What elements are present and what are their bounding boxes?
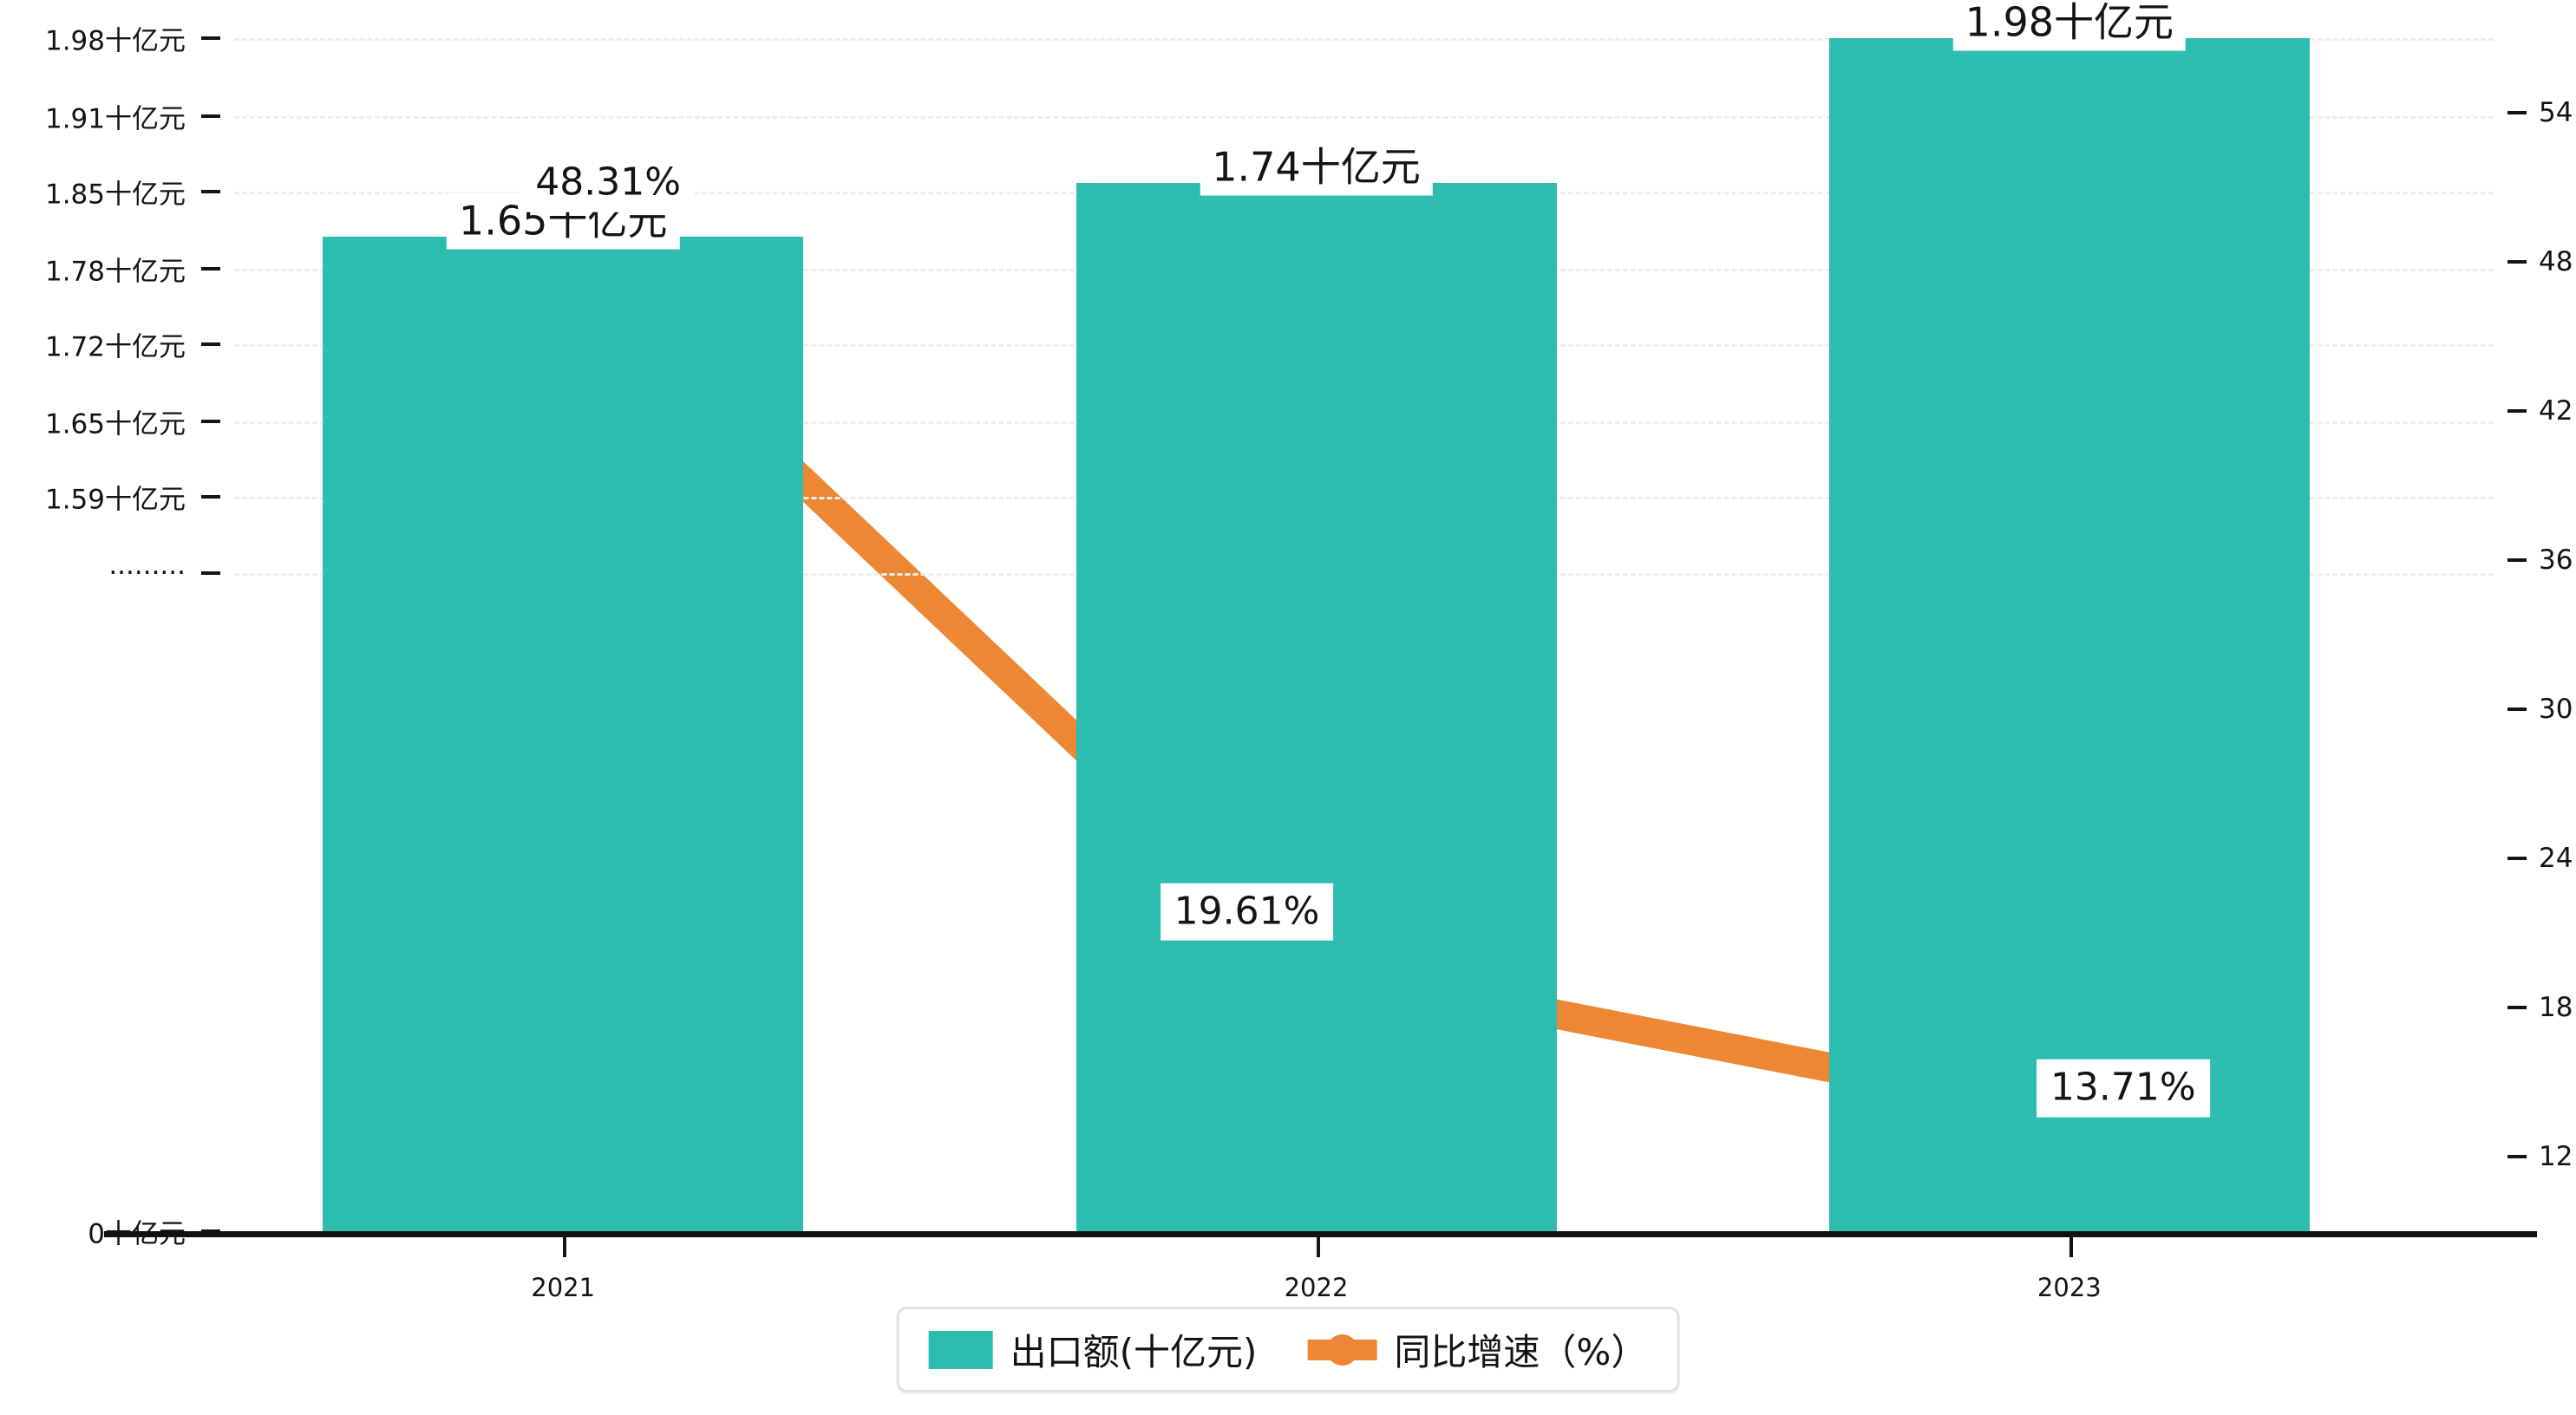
y-axis-left-label: 1.72十亿元 — [44, 331, 186, 363]
y-axis-right-label: 36 — [2539, 544, 2573, 576]
y-axis-left-label: 1.78十亿元 — [44, 256, 186, 288]
gridline — [234, 116, 2494, 119]
legend-label-growth-rate: 同比增速（%） — [1394, 1331, 1648, 1373]
bar[interactable] — [323, 237, 804, 1231]
bar-value-label: 1.74十亿元 — [1200, 139, 1433, 196]
y-axis-right-tick — [2507, 1006, 2527, 1009]
y-axis-right-label: 24 — [2539, 843, 2573, 874]
y-axis-left-tick — [201, 495, 220, 499]
y-axis-left-label: 1.65十亿元 — [44, 408, 186, 440]
y-axis-left-label: 1.85十亿元 — [44, 179, 186, 211]
y-axis-right-label: 18 — [2539, 992, 2573, 1023]
y-axis-left-tick — [201, 36, 220, 40]
y-axis-right-tick — [2507, 708, 2527, 711]
x-axis-tick — [2069, 1235, 2073, 1257]
y-axis-left-tick — [201, 342, 220, 346]
y-axis-right-tick — [2507, 857, 2527, 860]
y-axis-left-label: 1.91十亿元 — [44, 103, 186, 135]
y-axis-right-label: 48 — [2539, 246, 2573, 277]
y-axis-right-tick — [2507, 111, 2527, 114]
y-axis-right-tick — [2507, 409, 2527, 413]
legend-item-export-value[interactable]: 出口额(十亿元) — [928, 1323, 1258, 1376]
x-axis-line — [104, 1231, 2537, 1237]
y-axis-left-tick — [201, 190, 220, 193]
x-axis-tick — [1316, 1235, 1320, 1257]
y-axis-right-label: 12 — [2539, 1141, 2573, 1172]
y-axis-left-label: ········· — [108, 558, 186, 589]
line-value-label: 13.71% — [2036, 1059, 2210, 1118]
x-axis-tick — [563, 1235, 567, 1257]
y-axis-right-label: 54 — [2539, 97, 2573, 128]
legend-label-export-value: 出口额(十亿元) — [1010, 1331, 1258, 1373]
line-value-label: 19.61% — [1160, 883, 1334, 942]
bar-swatch-icon — [928, 1330, 993, 1369]
bar-value-label: 1.98十亿元 — [1952, 0, 2187, 51]
gridline — [234, 38, 2494, 41]
y-axis-left-tick — [201, 267, 220, 271]
x-axis-label: 2023 — [2037, 1273, 2102, 1302]
plot-area: 1.98十亿元 1.91十亿元 1.85十亿元 1.78十亿元 1.72十亿元 1.65十… — [45, 0, 2573, 1302]
bar[interactable] — [1828, 38, 2310, 1231]
y-axis-right-label: 42 — [2539, 395, 2573, 427]
bar[interactable] — [1076, 182, 1557, 1231]
chart-legend: 出口额(十亿元) 同比增速（%） — [896, 1307, 1680, 1392]
y-axis-right-tick — [2507, 558, 2527, 562]
y-axis-left-label: 1.59十亿元 — [44, 484, 186, 516]
y-axis-left-tick — [201, 114, 220, 118]
y-axis-right-tick — [2507, 260, 2527, 264]
y-axis-left-tick — [201, 420, 220, 423]
x-axis-label: 2022 — [1284, 1273, 1349, 1302]
y-axis-right-tick — [2507, 1155, 2527, 1158]
y-axis-right-label: 30 — [2539, 694, 2573, 725]
y-axis-left-tick — [201, 571, 220, 575]
y-axis-left-label: 1.98十亿元 — [44, 25, 186, 57]
legend-item-growth-rate[interactable]: 同比增速（%） — [1307, 1323, 1647, 1376]
line-marker-icon — [1307, 1333, 1377, 1366]
x-axis-label: 2021 — [531, 1273, 596, 1302]
line-value-label: 48.31% — [521, 153, 696, 212]
